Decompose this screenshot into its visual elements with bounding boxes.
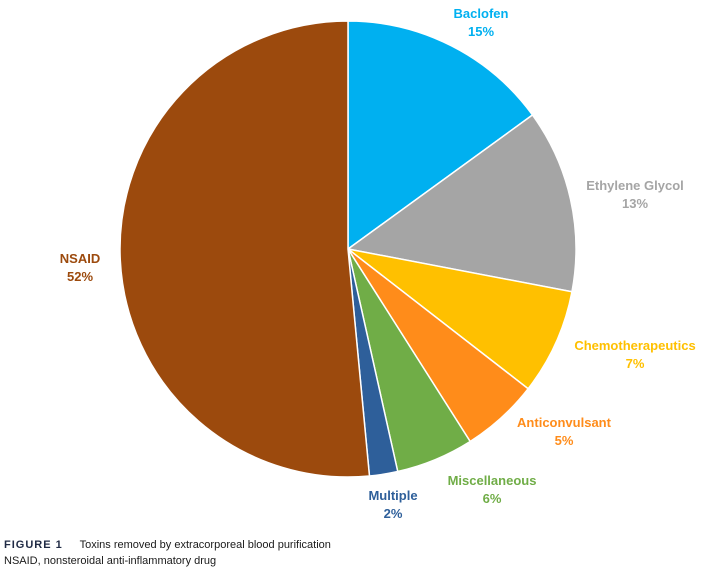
pie-slice-chemotherapeutics [347,248,573,390]
slice-label-multiple: Multiple [368,488,417,503]
pie-slice-ethylene-glycol [346,113,577,293]
figure-title: Toxins removed by extracorporeal blood p… [79,539,331,551]
figure-caption: FIGURE 1 Toxins removed by extracorporea… [4,539,331,551]
slice-percent-anticonvulsant: 5% [555,433,574,448]
pie-slice-baclofen [347,20,534,251]
slice-percent-miscellaneous: 6% [483,491,502,506]
figure-number: FIGURE 1 [4,539,63,551]
slice-percent-baclofen: 15% [468,24,494,39]
slice-percent-multiple: 2% [384,506,403,521]
pie-chart: Baclofen 15% Ethylene Glycol 13% Chemotherap… [60,6,696,521]
figure-note: NSAID, nonsteroidal anti-inflammatory dr… [4,555,217,567]
slice-label-nsaid: NSAID [60,251,100,266]
slice-label-chemotherapeutics: Chemotherapeutics [574,338,695,353]
slice-percent-ethylene-glycol: 13% [622,196,648,211]
slice-label-ethylene-glycol: Ethylene Glycol [586,178,684,193]
slice-label-baclofen: Baclofen [454,6,509,21]
slice-label-miscellaneous: Miscellaneous [448,473,537,488]
pie-slice-nsaid [119,20,371,478]
slice-percent-nsaid: 52% [67,269,93,284]
slice-label-anticonvulsant: Anticonvulsant [517,415,612,430]
slice-percent-chemotherapeutics: 7% [626,356,645,371]
